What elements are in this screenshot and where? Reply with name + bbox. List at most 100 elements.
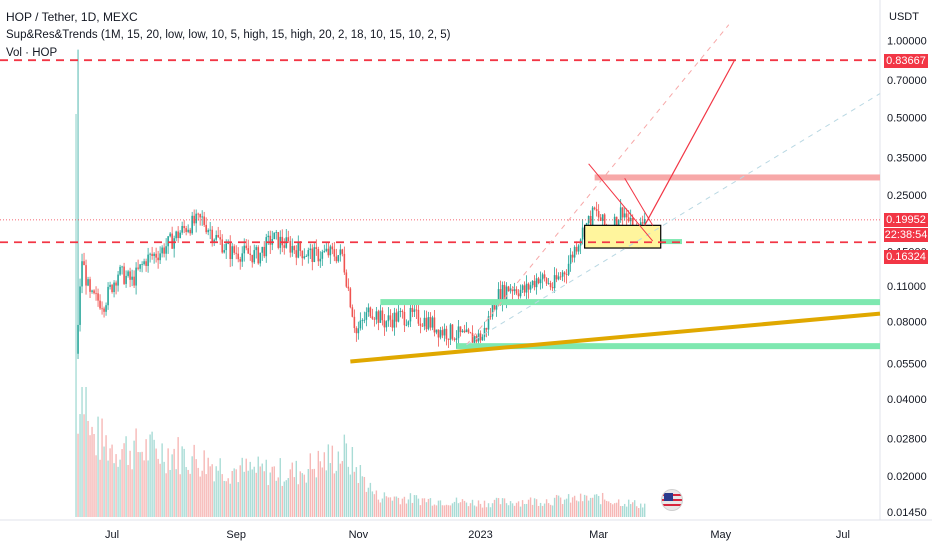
candle-body: [447, 338, 450, 340]
volume-bar: [323, 452, 326, 517]
candle-body: [189, 229, 191, 234]
time-tick-3: 2023: [468, 529, 492, 541]
candle-body: [453, 338, 456, 340]
candle-body: [353, 316, 356, 329]
volume-bar: [613, 503, 616, 517]
volume-bar: [97, 416, 99, 517]
candle-body: [339, 249, 342, 256]
volume-bar: [107, 460, 109, 517]
volume-bar: [297, 484, 299, 517]
volume-bar: [141, 451, 143, 517]
candle-body: [143, 261, 145, 265]
volume-bar: [127, 464, 129, 517]
volume-bar: [173, 448, 175, 517]
volume-bar: [165, 473, 167, 517]
candle-body: [137, 267, 139, 269]
volume-bar: [305, 482, 307, 517]
candle-body: [371, 316, 374, 319]
candle-body: [269, 235, 272, 245]
volume-bar: [605, 500, 608, 517]
volume-bar: [235, 469, 237, 517]
candle-body: [247, 248, 250, 254]
support-zone-low: [456, 343, 880, 350]
candle-body: [555, 275, 558, 280]
candle-body: [195, 213, 197, 224]
volume-bar: [77, 433, 79, 517]
price-tick-8: 0.05500: [887, 358, 927, 370]
candle-body: [275, 232, 278, 233]
candle-body: [565, 274, 568, 276]
candle-body: [553, 275, 556, 289]
volume-bar: [241, 457, 243, 517]
candle-body: [557, 276, 560, 280]
candle-body: [331, 246, 334, 250]
currency-label: USDT: [889, 11, 919, 23]
volume-bar: [217, 470, 219, 517]
volume-bar: [459, 502, 462, 517]
candle-body: [515, 289, 518, 294]
volume-bar: [465, 502, 468, 517]
candle-body: [107, 286, 109, 306]
candle-body: [601, 214, 604, 221]
candle-body: [415, 309, 418, 311]
candle-body: [125, 275, 127, 284]
candle-body: [619, 207, 622, 220]
candle-body: [267, 235, 270, 238]
candle-body: [571, 254, 574, 258]
us-flag-icon[interactable]: [661, 489, 683, 511]
candle-body: [307, 250, 310, 257]
candle-body: [431, 317, 434, 328]
volume-label[interactable]: Vol · HOP: [6, 47, 58, 59]
volume-bar: [571, 497, 574, 517]
candle-body: [567, 263, 570, 275]
volume-bar: [637, 508, 640, 517]
volume-bar: [79, 414, 81, 517]
candle-body: [299, 242, 302, 251]
volume-bar: [509, 501, 512, 517]
candle-body: [381, 310, 384, 321]
candle-body: [513, 289, 516, 292]
volume-bar: [597, 495, 600, 517]
candle-body: [291, 246, 294, 253]
candle-body: [389, 315, 392, 320]
symbol-title[interactable]: HOP / Tether, 1D, MEXC: [6, 10, 138, 24]
volume-bar: [263, 471, 265, 517]
candle-body: [283, 245, 286, 248]
candle-body: [77, 324, 79, 354]
volume-bar: [447, 505, 450, 517]
volume-bar: [249, 461, 251, 517]
candle-body: [533, 280, 536, 288]
candle-body: [203, 216, 205, 225]
volume-bar: [303, 474, 305, 517]
candle-body: [317, 248, 320, 262]
volume-bar: [617, 499, 620, 517]
candle-body: [493, 304, 496, 310]
candle-body: [235, 252, 238, 254]
volume-bar: [425, 502, 428, 517]
candle-body: [481, 336, 484, 341]
candle-body: [581, 227, 584, 240]
volume-bar: [407, 499, 410, 517]
candle-body: [281, 236, 284, 246]
indicator-label[interactable]: Sup&Res&Trends (1M, 15, 20, low, low, 10…: [6, 29, 451, 41]
candle-body: [179, 232, 181, 239]
candle-body: [617, 219, 620, 227]
candle-body: [149, 253, 151, 255]
candle-body: [159, 253, 161, 261]
candle-body: [499, 289, 502, 303]
candle-body: [369, 307, 372, 317]
volume-bar: [199, 476, 201, 517]
volume-bar: [393, 496, 396, 517]
candle-body: [141, 264, 143, 266]
candle-body: [133, 276, 135, 286]
volume-bar: [551, 505, 554, 517]
candle-body: [157, 257, 159, 261]
volume-bar: [563, 499, 566, 517]
volume-bar: [89, 435, 91, 517]
candle-body: [313, 247, 316, 262]
candle-body: [363, 319, 366, 321]
volume-bar: [471, 499, 474, 517]
candle-body: [83, 261, 85, 266]
